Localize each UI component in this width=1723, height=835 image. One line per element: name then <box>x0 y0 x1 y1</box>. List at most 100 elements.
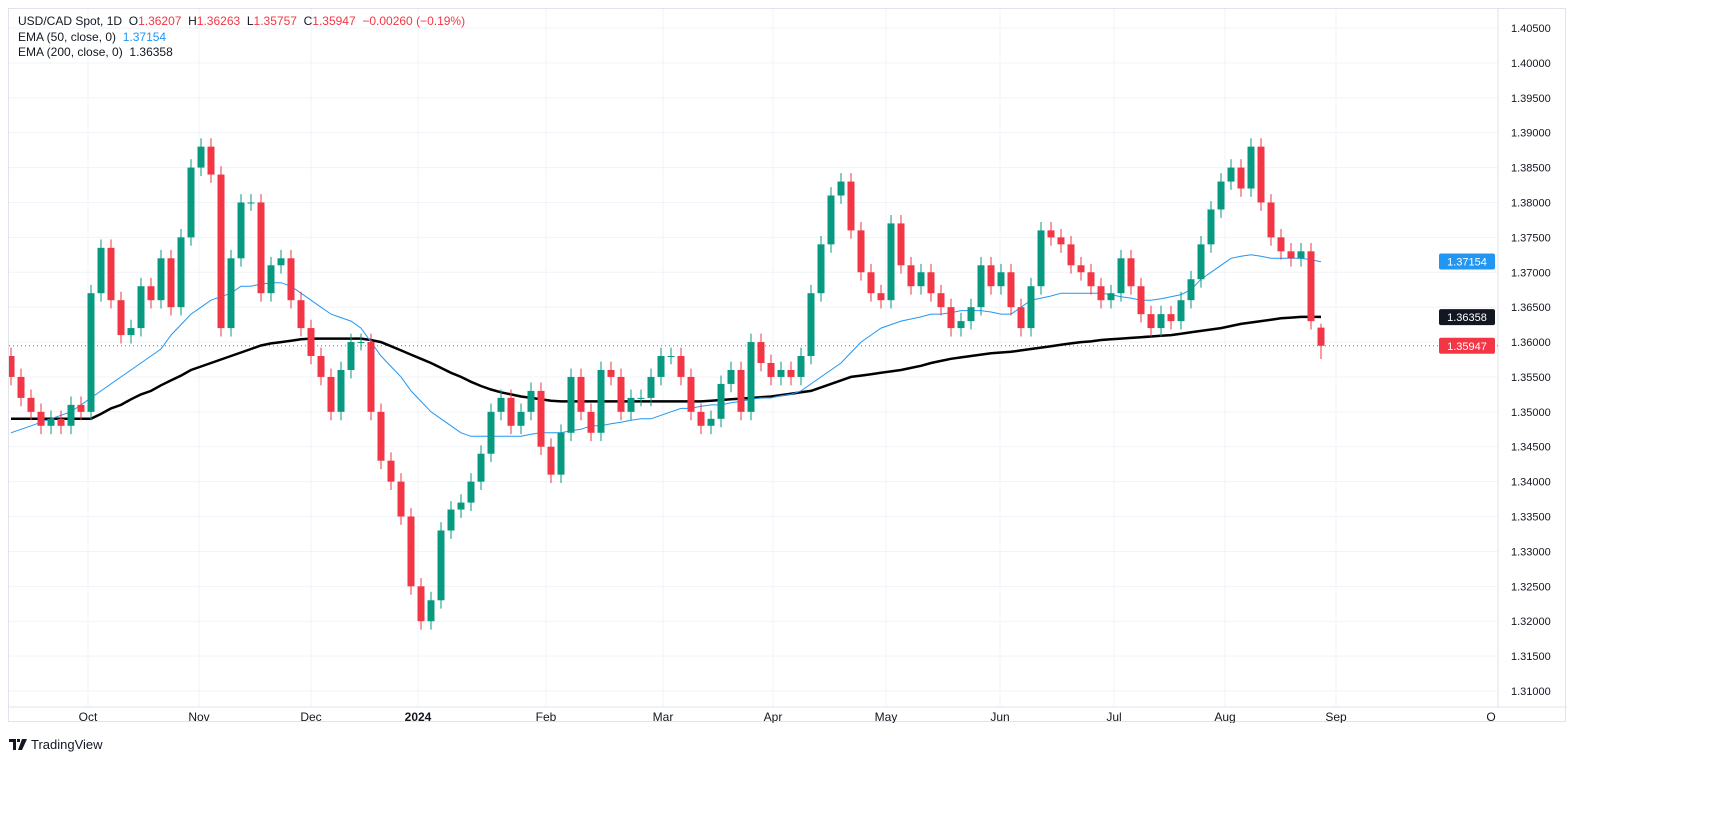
candle-body <box>1157 314 1165 329</box>
candle-body <box>357 342 365 344</box>
candle <box>17 368 25 407</box>
candle-body <box>507 397 515 426</box>
candle <box>797 347 805 386</box>
candle <box>447 501 455 539</box>
candle <box>1187 270 1195 309</box>
candle-body <box>807 293 815 357</box>
candle-body <box>937 293 945 308</box>
candle <box>1077 256 1085 281</box>
candle <box>1007 263 1015 316</box>
candle-body <box>777 369 785 377</box>
candle-body <box>787 369 795 377</box>
candle <box>737 361 745 421</box>
candle <box>97 239 105 302</box>
y-tick-label: 1.32500 <box>1511 581 1551 593</box>
x-tick-label: Mar <box>653 710 674 723</box>
candle <box>117 291 125 344</box>
candle <box>107 239 115 309</box>
ema200-value: 1.36358 <box>129 45 173 59</box>
candle-body <box>207 146 215 175</box>
candle <box>137 277 145 337</box>
candle <box>1147 305 1155 337</box>
y-tick-label: 1.35500 <box>1511 372 1551 384</box>
candle-body <box>1167 314 1175 322</box>
candle-body <box>1117 258 1125 294</box>
candle <box>367 333 375 421</box>
y-tick-label: 1.31000 <box>1511 686 1551 698</box>
candle-body <box>167 258 175 308</box>
x-tick-label: Apr <box>764 710 783 723</box>
candle <box>1257 138 1265 211</box>
candle <box>87 284 95 421</box>
ohlc-legend: USD/CAD Spot, 1D O1.36207 H1.36263 L1.35… <box>18 14 465 28</box>
candle <box>1047 222 1055 246</box>
candle <box>817 235 825 302</box>
open-label: O <box>128 14 139 28</box>
candle-body <box>77 404 85 412</box>
candle <box>767 354 775 386</box>
candle <box>437 522 445 609</box>
close-label: C <box>303 14 313 28</box>
candle-body <box>377 411 385 461</box>
candle <box>537 382 545 456</box>
candle-body <box>127 328 135 336</box>
candle-body <box>637 397 645 399</box>
candle-body <box>947 307 955 329</box>
candle <box>647 368 655 407</box>
candle-body <box>817 244 825 294</box>
candle-body <box>1147 314 1155 329</box>
candle-body <box>617 376 625 412</box>
candle-body <box>347 342 355 370</box>
y-tick-label: 1.38000 <box>1511 197 1551 209</box>
candle <box>887 215 895 309</box>
y-tick-label: 1.37500 <box>1511 232 1551 244</box>
candle-body <box>397 481 405 517</box>
candle <box>187 159 195 246</box>
candle-body <box>677 356 685 377</box>
candle <box>927 263 935 302</box>
candle <box>527 382 535 421</box>
candle <box>947 298 955 337</box>
candlestick-chart[interactable]: 1.31000 1.31500 1.32000 1.32500 1.33000 1.335… <box>9 9 1567 723</box>
candle <box>597 361 605 442</box>
candle <box>827 187 835 253</box>
y-tick-label: 1.33500 <box>1511 512 1551 524</box>
candle <box>1097 277 1105 309</box>
candle <box>487 403 495 463</box>
candle-body <box>257 202 265 294</box>
candle-body <box>1107 293 1115 301</box>
x-tick-label: Jul <box>1106 710 1121 723</box>
change-value: −0.00260 (−0.19%) <box>362 14 466 28</box>
symbol-title: USD/CAD Spot, 1D <box>18 14 123 28</box>
candle <box>707 410 715 435</box>
candle-body <box>1197 244 1205 280</box>
candle <box>227 249 235 337</box>
chart-panel[interactable]: 1.31000 1.31500 1.32000 1.32500 1.33000 1.335… <box>8 8 1567 723</box>
ema200-legend[interactable]: EMA (200, close, 0) 1.36358 <box>18 45 173 59</box>
y-tick-label: 1.34500 <box>1511 442 1551 454</box>
candle <box>837 173 845 204</box>
ema50-legend[interactable]: EMA (50, close, 0) 1.37154 <box>18 30 166 44</box>
x-tick-label: May <box>875 710 898 723</box>
ema200-line <box>11 315 1321 421</box>
candle <box>387 452 395 491</box>
candle <box>127 319 135 344</box>
low-label: L <box>246 14 254 28</box>
candle <box>507 389 515 435</box>
candle <box>1137 277 1145 323</box>
candle <box>27 389 35 421</box>
candle-body <box>1227 167 1235 182</box>
candle-body <box>877 293 885 301</box>
tradingview-logo[interactable]: TradingView <box>9 737 103 752</box>
candle-body <box>297 300 305 329</box>
candle-body <box>97 247 105 294</box>
candle <box>857 222 865 281</box>
candle <box>727 361 735 393</box>
candle-body <box>1017 307 1025 329</box>
y-tick-label: 1.36500 <box>1511 302 1551 314</box>
candle <box>9 347 15 386</box>
candle-body <box>37 411 45 426</box>
y-tick-label: 1.36000 <box>1511 337 1551 349</box>
candle-body <box>687 376 695 412</box>
candle <box>1227 159 1235 190</box>
